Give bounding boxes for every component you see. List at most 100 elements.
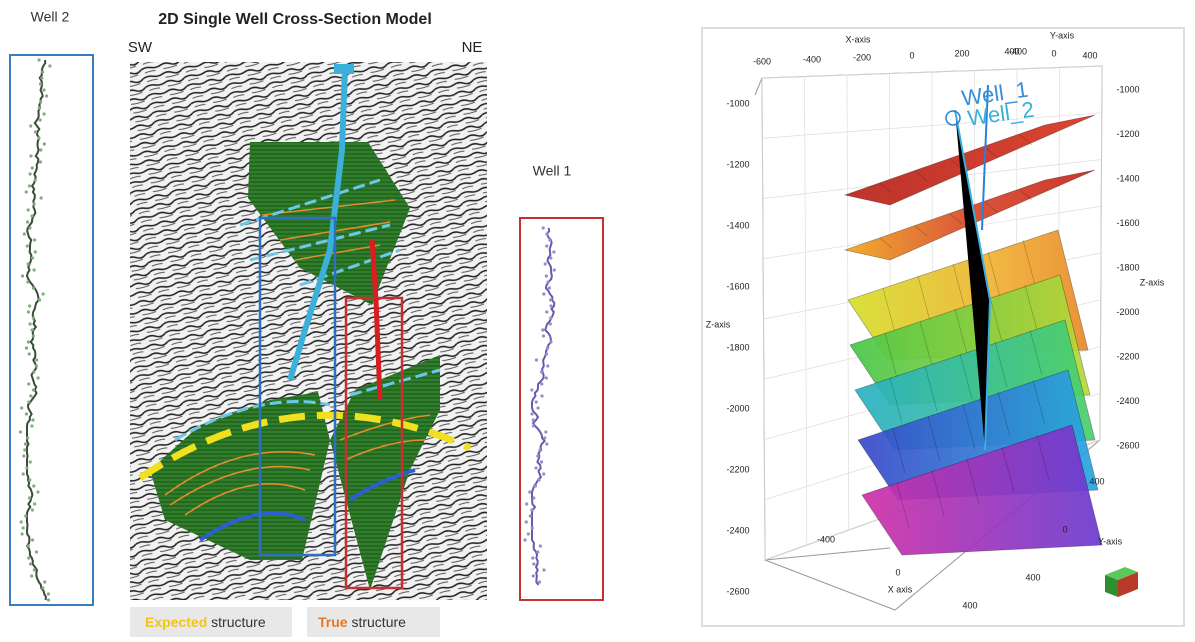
tick-label: -1600 (1116, 218, 1139, 228)
log-point (31, 418, 34, 421)
y-axis-label: Y-axis (1050, 30, 1075, 40)
tick-label: -400 (803, 54, 821, 64)
tick-label: -200 (853, 52, 871, 62)
tick-label: -400 (817, 534, 835, 544)
log-point (22, 472, 25, 475)
log-point (28, 478, 31, 481)
x-axis-label-bottom: X axis (888, 584, 913, 594)
tick-label: -1600 (726, 281, 749, 291)
log-point (27, 556, 30, 559)
log-point (534, 466, 537, 469)
log-point (544, 262, 547, 265)
log-point (47, 592, 50, 595)
log-point (33, 568, 36, 571)
figure-canvas: Well 2 2D Single Well Cross-Section Mode… (0, 0, 1195, 642)
log-point (541, 328, 544, 331)
y-axis-label-bottom: Y-axis (1098, 536, 1123, 546)
log-point (26, 244, 29, 247)
log-point (27, 262, 30, 265)
log-point (29, 124, 32, 127)
log-point (32, 334, 35, 337)
log-point (528, 490, 531, 493)
log-point (27, 340, 30, 343)
log-point (549, 340, 552, 343)
log-point (27, 310, 30, 313)
log-point (38, 298, 41, 301)
well-head (334, 64, 354, 74)
log-point (22, 454, 25, 457)
tick-label: -2600 (726, 586, 749, 596)
log-point (29, 154, 32, 157)
log-point (41, 586, 44, 589)
tick-label: -1800 (726, 342, 749, 352)
log-point (531, 526, 534, 529)
tick-label: -1200 (726, 159, 749, 169)
log-point (31, 256, 34, 259)
log-point (28, 184, 31, 187)
log-point (38, 106, 41, 109)
direction-sw: SW (128, 39, 153, 56)
legend-text: structure (351, 614, 406, 630)
log-point (39, 100, 42, 103)
log-point (549, 316, 552, 319)
log-point (542, 334, 545, 337)
section-title: 2D Single Well Cross-Section Model (158, 11, 432, 28)
log-point (27, 208, 30, 211)
log-point (545, 376, 548, 379)
tick-label: -2400 (1116, 396, 1139, 406)
log-point (33, 502, 36, 505)
log-point (545, 442, 548, 445)
log-point (542, 472, 545, 475)
log-point (549, 304, 552, 307)
tick-label: -600 (753, 56, 771, 66)
tick-label: 0 (1051, 48, 1056, 58)
log-point (32, 286, 35, 289)
log-point (32, 388, 35, 391)
log-point (530, 412, 533, 415)
log-point (28, 496, 31, 499)
log-point (545, 244, 548, 247)
tick-label: 0 (909, 50, 914, 60)
log-point (28, 352, 31, 355)
log-point (27, 382, 30, 385)
log-point (26, 220, 29, 223)
log-point (31, 538, 34, 541)
z-axis-label-right: Z-axis (1140, 277, 1165, 287)
log-point (48, 64, 51, 67)
direction-ne: NE (462, 39, 483, 56)
log-point (33, 268, 36, 271)
log-point (39, 148, 42, 151)
log-point (28, 304, 31, 307)
log-point (20, 532, 23, 535)
log-point (540, 382, 543, 385)
log-point (29, 172, 32, 175)
log-point (542, 226, 545, 229)
well-2-label: Well 2 (31, 9, 70, 25)
log-point (523, 538, 526, 541)
log-point (26, 436, 29, 439)
log-point (25, 466, 28, 469)
log-point (539, 544, 542, 547)
log-point (544, 430, 547, 433)
log-point (545, 232, 548, 235)
log-point (42, 88, 45, 91)
log-point (535, 358, 538, 361)
log-point (545, 352, 548, 355)
log-point (42, 112, 45, 115)
tick-label: 400 (1025, 572, 1040, 582)
tick-label: 400 (962, 600, 977, 610)
tick-label: 200 (954, 48, 969, 58)
log-point (30, 424, 33, 427)
log-point (536, 406, 539, 409)
tick-label: -1400 (1116, 173, 1139, 183)
log-point (525, 520, 528, 523)
log-point (532, 424, 535, 427)
log-point (35, 358, 38, 361)
legend-highlight: Expected (145, 614, 207, 630)
log-point (45, 94, 48, 97)
log-point (542, 568, 545, 571)
log-point (538, 448, 541, 451)
tick-label: 400 (1089, 476, 1104, 486)
log-point (28, 226, 31, 229)
log-point (33, 238, 36, 241)
